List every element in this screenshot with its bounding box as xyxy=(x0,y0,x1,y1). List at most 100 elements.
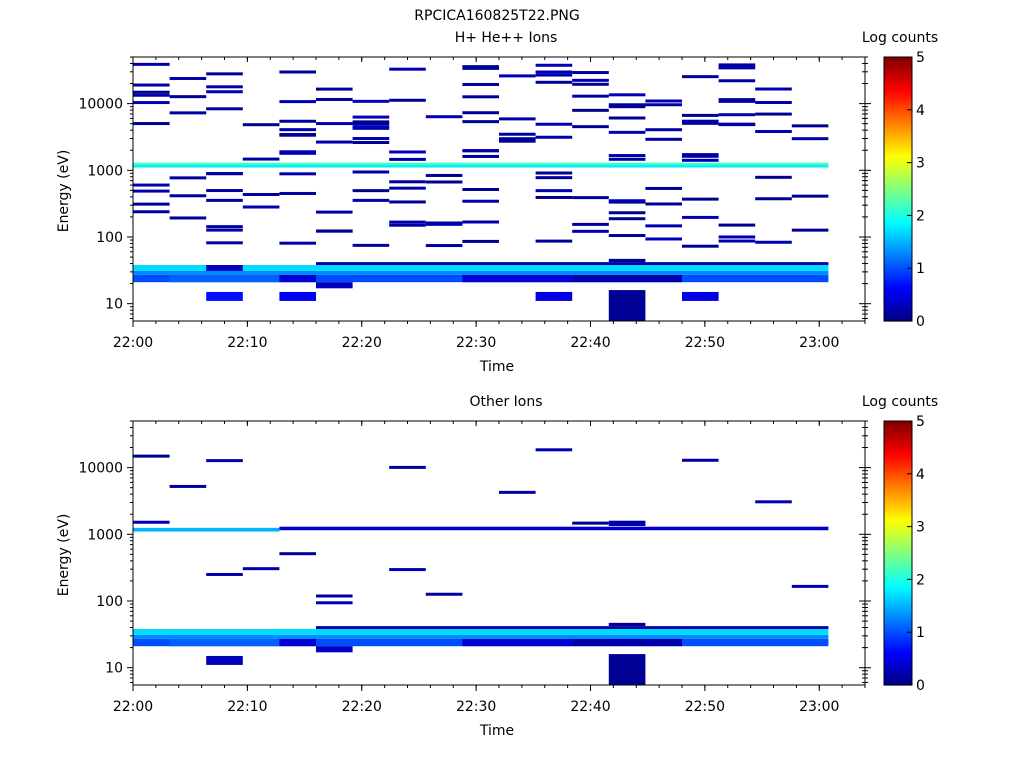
heatmap-cell xyxy=(352,198,390,202)
heatmap-cell xyxy=(133,634,829,639)
colorbar-segment xyxy=(884,200,912,203)
colorbar-segment xyxy=(884,616,912,620)
colorbar-segment xyxy=(884,559,912,563)
heatmap-cell xyxy=(718,79,756,83)
colorbar-segment xyxy=(884,134,912,137)
heatmap-cell xyxy=(608,622,646,627)
heatmap-cell xyxy=(791,584,829,588)
heatmap-cell xyxy=(279,150,316,154)
heatmap-cell xyxy=(608,211,646,215)
colorbar-segment xyxy=(884,632,912,635)
colorbar-segment xyxy=(884,208,912,212)
colorbar-segment xyxy=(884,583,912,587)
colorbar-segment xyxy=(884,451,912,455)
colorbar-segment xyxy=(884,627,912,631)
colorbar-segment xyxy=(884,535,912,539)
colorbar-segment xyxy=(884,195,912,199)
colorbar-segment xyxy=(884,120,912,124)
colorbar-segment xyxy=(884,230,912,234)
colorbar-segment xyxy=(884,467,912,470)
heatmap-cell xyxy=(389,98,426,102)
colorbar-segment xyxy=(884,636,912,640)
heatmap-cell xyxy=(645,137,682,141)
colorbar-segment xyxy=(884,581,912,585)
heatmap-cell xyxy=(206,172,243,176)
colorbar-segment xyxy=(884,456,912,459)
colorbar-segment xyxy=(884,239,912,243)
x-tick-label: 22:00 xyxy=(113,335,153,351)
colorbar-segment xyxy=(884,539,912,543)
colorbar-segment xyxy=(884,432,912,435)
heatmap-cell xyxy=(682,75,719,79)
heatmap-cell xyxy=(389,220,426,224)
colorbar-segment xyxy=(884,482,912,486)
heatmap-cell xyxy=(499,139,536,143)
colorbar-segment xyxy=(884,638,912,642)
heatmap-cell xyxy=(169,194,207,198)
y-tick-label: 10000 xyxy=(78,97,123,113)
heatmap-cell xyxy=(718,239,756,243)
colorbar-segment xyxy=(884,434,912,437)
heatmap-cell xyxy=(316,626,829,630)
colorbar-segment xyxy=(884,614,912,618)
heatmap-cell xyxy=(535,80,573,84)
heatmap-cell xyxy=(608,258,646,263)
heatmap-cell xyxy=(645,224,682,228)
colorbar-segment xyxy=(884,489,912,492)
colorbar-segment xyxy=(884,277,912,280)
heatmap-cell xyxy=(133,83,170,87)
colorbar-segment xyxy=(884,592,912,596)
colorbar-segment xyxy=(884,63,912,67)
colorbar-segment xyxy=(884,151,912,155)
y-tick-label: 10 xyxy=(105,297,123,313)
colorbar-segment xyxy=(884,577,912,580)
colorbar-segment xyxy=(884,443,912,446)
heatmap-cell xyxy=(572,71,609,75)
colorbar-segment xyxy=(884,460,912,464)
x-tick-label: 22:30 xyxy=(456,699,496,715)
colorbar-segment xyxy=(884,513,912,517)
heatmap-cell xyxy=(242,123,280,127)
colorbar-segment xyxy=(884,427,912,431)
heatmap-cell xyxy=(389,568,426,572)
x-tick-label: 22:00 xyxy=(113,699,153,715)
colorbar-tick-label: 3 xyxy=(916,520,925,536)
x-tick-label: 22:50 xyxy=(685,699,725,715)
heatmap-cell xyxy=(352,126,390,130)
colorbar-segment xyxy=(884,429,912,433)
colorbar-segment xyxy=(884,665,912,668)
colorbar-segment xyxy=(884,586,912,589)
heatmap-cell xyxy=(755,87,792,91)
heatmap-cell xyxy=(608,523,646,527)
colorbar-segment xyxy=(884,462,912,466)
heatmap-cell xyxy=(389,180,426,184)
heatmap-cell xyxy=(718,123,756,127)
heatmap-cell xyxy=(279,70,316,74)
heatmap-cell xyxy=(755,240,792,244)
heatmap-cell xyxy=(316,210,353,214)
colorbar-segment xyxy=(884,103,912,106)
colorbar-segment xyxy=(884,123,912,126)
heatmap-cell xyxy=(279,241,316,245)
heatmap-cell xyxy=(352,125,390,129)
colorbar-segment xyxy=(884,669,912,673)
colorbar-segment xyxy=(884,667,912,671)
colorbar-segment xyxy=(884,164,912,168)
heatmap-cell xyxy=(791,194,829,198)
heatmap-cell xyxy=(206,241,243,245)
heatmap-cell xyxy=(755,175,792,179)
x-tick-label: 22:10 xyxy=(227,699,267,715)
colorbar-segment xyxy=(884,663,912,666)
heatmap-cell xyxy=(133,90,170,94)
heatmap-cell xyxy=(572,229,609,233)
colorbar-segment xyxy=(884,186,912,190)
colorbar-segment xyxy=(884,76,912,80)
heatmap-cell xyxy=(718,99,756,103)
colorbar-segment xyxy=(884,654,912,657)
heatmap-cell xyxy=(316,229,353,233)
heatmap-cell xyxy=(572,638,682,647)
colorbar-segment xyxy=(884,107,912,111)
colorbar-segment xyxy=(884,147,912,150)
